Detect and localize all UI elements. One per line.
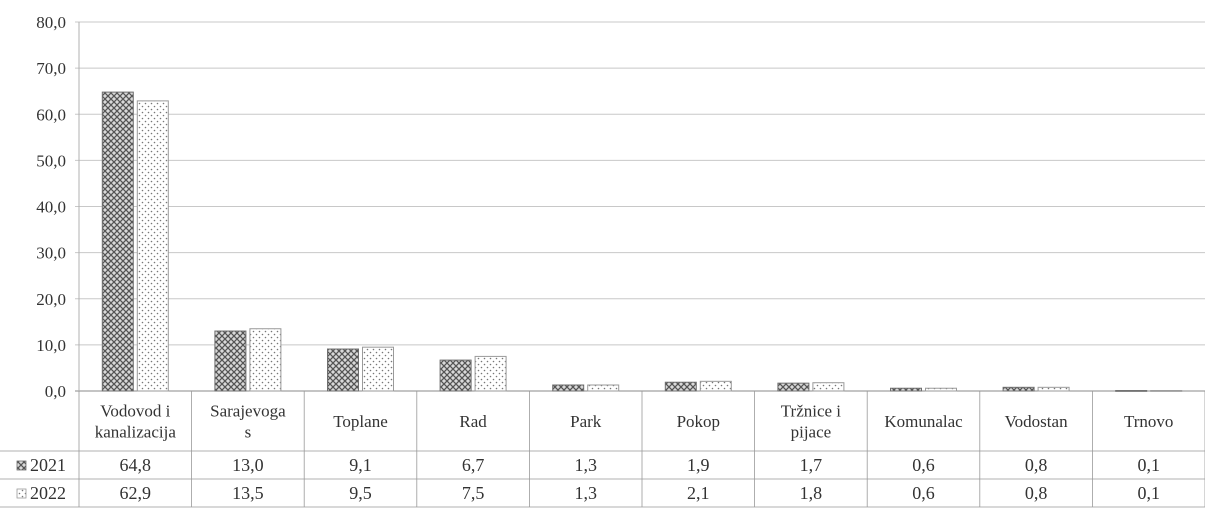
- y-axis-ticks: 0,0 10,0 20,0 30,0 40,0 50,0 60,0 70,0 80,0: [36, 13, 66, 401]
- category-label: Vodostan: [1005, 412, 1068, 431]
- bars: [101, 91, 1183, 392]
- bar-2021-2: [327, 348, 359, 392]
- bar-2021-3: [439, 359, 472, 392]
- bar-2022-8: [1037, 386, 1070, 392]
- value-label-2021: 0,1: [1137, 455, 1160, 475]
- y-tick-label: 40,0: [36, 198, 66, 217]
- value-label-2022: 9,5: [349, 483, 372, 503]
- y-tick-label: 50,0: [36, 151, 66, 170]
- bar-2022-5: [699, 380, 732, 392]
- category-label: Trnovo: [1124, 412, 1173, 431]
- y-tick-label: 80,0: [36, 13, 66, 32]
- value-label-2021: 13,0: [232, 455, 264, 475]
- bar-2021-9: [1115, 390, 1148, 392]
- category-label: Vodovod i: [100, 402, 170, 421]
- value-label-2021: 1,9: [687, 455, 710, 475]
- legend-key-2021: [16, 460, 27, 471]
- bar-2022-2: [362, 346, 394, 392]
- legend-label-2021: 2021: [30, 455, 66, 475]
- bar-2022-6: [812, 382, 845, 392]
- value-label-2021: 1,7: [800, 455, 823, 475]
- bar-2022-0: [136, 100, 169, 392]
- bar-2021-0: [101, 91, 134, 392]
- value-label-2022: 2,1: [687, 483, 710, 503]
- value-label-2022: 62,9: [120, 483, 152, 503]
- bar-2022-1: [249, 328, 282, 392]
- bar-2021-1: [214, 330, 247, 392]
- value-label-2022: 1,8: [800, 483, 823, 503]
- y-tick-label: 70,0: [36, 59, 66, 78]
- category-label: pijace: [791, 423, 832, 442]
- value-label-2022: 7,5: [462, 483, 485, 503]
- value-label-2022: 0,8: [1025, 483, 1048, 503]
- legend-key-2022: [16, 488, 27, 499]
- y-tick-label: 30,0: [36, 244, 66, 263]
- legend-label-2022: 2022: [30, 483, 66, 503]
- category-label: s: [245, 423, 252, 442]
- value-label-2021: 0,6: [912, 455, 935, 475]
- value-label-2022: 0,6: [912, 483, 935, 503]
- category-label: Toplane: [333, 412, 388, 431]
- category-label: Komunalac: [884, 412, 963, 431]
- value-label-2021: 9,1: [349, 455, 372, 475]
- bar-2022-4: [587, 384, 620, 392]
- bar-2021-6: [777, 382, 810, 392]
- value-label-2022: 13,5: [232, 483, 264, 503]
- category-label: kanalizacija: [95, 423, 177, 442]
- bar-2022-3: [474, 355, 507, 392]
- bar-2022-9: [1150, 390, 1183, 392]
- data-table: Vodovod i kanalizacija Sarajevoga s Toplane R…: [0, 391, 1205, 508]
- bar-2021-5: [664, 381, 697, 392]
- bar-2021-4: [552, 384, 585, 392]
- category-label: Park: [570, 412, 602, 431]
- value-label-2022: 1,3: [574, 483, 597, 503]
- category-label: Pokop: [677, 412, 720, 431]
- category-label: Sarajevoga: [210, 402, 286, 421]
- bar-2021-7: [890, 387, 922, 392]
- value-label-2021: 1,3: [574, 455, 597, 475]
- bar-2021-8: [1002, 386, 1035, 392]
- y-tick-label: 20,0: [36, 290, 66, 309]
- y-tick-label: 10,0: [36, 336, 66, 355]
- category-label: Rad: [459, 412, 487, 431]
- value-label-2021: 64,8: [120, 455, 152, 475]
- value-label-2021: 0,8: [1025, 455, 1048, 475]
- y-tick-label: 0,0: [45, 382, 66, 401]
- y-tick-label: 60,0: [36, 105, 66, 124]
- category-label: Tržnice i: [781, 402, 842, 421]
- value-label-2021: 6,7: [462, 455, 485, 475]
- value-label-2022: 0,1: [1137, 483, 1160, 503]
- bar-2022-7: [925, 387, 957, 392]
